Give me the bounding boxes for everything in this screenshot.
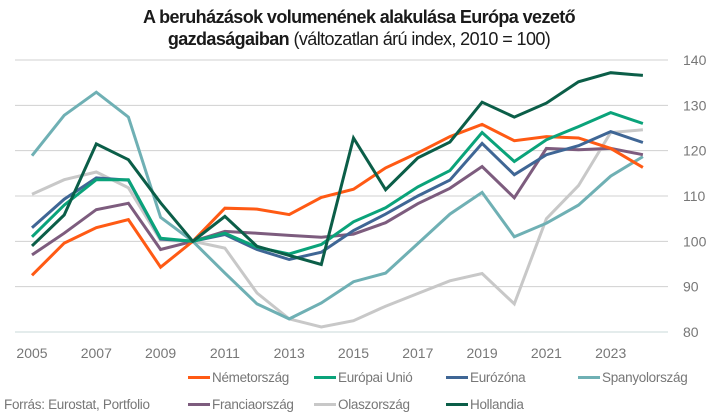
- legend-label: Olaszország: [338, 397, 410, 412]
- series-lines: [30, 71, 644, 329]
- legend-swatch-olaszorszag: [314, 403, 336, 406]
- legend-item-eurozona: Eurózóna: [446, 370, 526, 385]
- series-line-olaszorszag: [31, 128, 644, 329]
- legend-label: Franciaország: [212, 397, 294, 412]
- legend-swatch-eurozona: [446, 376, 468, 379]
- legend-label: Spanyolország: [602, 370, 688, 385]
- x-tick-label: 2005: [16, 345, 47, 361]
- legend-label: Európai Unió: [338, 370, 413, 385]
- x-tick-label: 2015: [338, 345, 369, 361]
- x-tick-label: 2021: [531, 345, 562, 361]
- legend-item-spanyolorszag: Spanyolország: [578, 370, 688, 385]
- chart-title-bold-line2: gazdaságaiban: [167, 29, 290, 49]
- chart-subtitle: (változatlan árú index, 2010 = 100): [293, 29, 551, 49]
- x-tick-label: 2009: [145, 345, 176, 361]
- legend-swatch-nemetorszag: [188, 376, 210, 379]
- legend-label: Eurózóna: [470, 370, 526, 385]
- series-line-spanyolorszag: [30, 90, 644, 321]
- legend-item-olaszorszag: Olaszország: [314, 397, 410, 412]
- series-line-nemetorszag: [30, 122, 644, 277]
- legend-swatch-spanyolorszag: [578, 376, 600, 379]
- legend-swatch-europai-unio: [314, 376, 336, 379]
- x-tick-label: 2011: [210, 345, 240, 361]
- legend-item-nemetorszag: Németország: [188, 370, 289, 385]
- source-note: Forrás: Eurostat, Portfolio: [4, 397, 150, 412]
- legend-swatch-franciaorszag: [188, 403, 210, 406]
- legend-label: Németország: [212, 370, 289, 385]
- y-tick-label: 130: [683, 97, 707, 113]
- y-tick-label: 110: [683, 188, 706, 204]
- y-axis-ticks: 80 90 100 110 120 130 140: [683, 52, 707, 340]
- x-tick-label: 2013: [274, 345, 305, 361]
- x-tick-label: 2017: [402, 345, 433, 361]
- series-line-hollandia: [30, 71, 644, 267]
- chart-title: A beruházások volumenének alakulása Euró…: [0, 6, 718, 50]
- y-tick-label: 140: [683, 52, 707, 68]
- x-tick-label: 2019: [467, 345, 498, 361]
- series-line-europai-unio: [30, 110, 644, 256]
- y-tick-label: 100: [683, 233, 707, 249]
- chart-title-bold-line1: A beruházások volumenének alakulása Euró…: [142, 7, 576, 27]
- y-tick-label: 120: [683, 143, 707, 159]
- legend-label: Hollandia: [470, 397, 524, 412]
- x-tick-label: 2023: [595, 345, 626, 361]
- x-tick-label: 2007: [81, 345, 112, 361]
- legend-swatch-hollandia: [446, 403, 468, 406]
- y-tick-label: 80: [683, 324, 699, 340]
- legend-item-europai-unio: Európai Unió: [314, 370, 413, 385]
- legend-item-franciaorszag: Franciaország: [188, 397, 294, 412]
- y-tick-label: 90: [683, 279, 699, 295]
- legend-item-hollandia: Hollandia: [446, 397, 524, 412]
- x-axis-ticks: 2005 2007 2009 2011 2013 2015 2017 2019 2021 2023: [16, 345, 626, 361]
